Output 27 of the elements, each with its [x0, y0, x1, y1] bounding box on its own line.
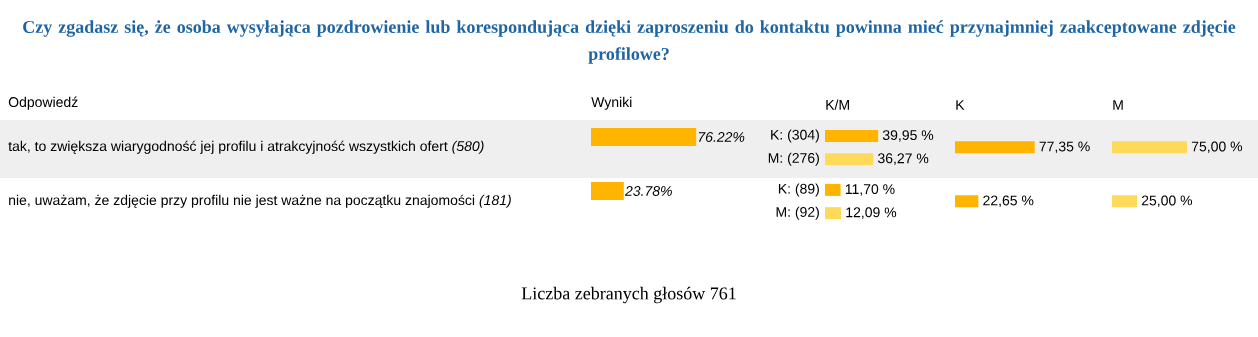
data-label: 11,70 %	[845, 184, 895, 196]
data-label: 77,35 %	[1039, 141, 1090, 154]
x-axis-title: Wyniki	[591, 96, 632, 110]
bar	[825, 153, 874, 166]
x-axis-title: M	[1113, 100, 1123, 110]
text: K: (304)	[771, 129, 819, 143]
bar	[825, 207, 842, 220]
data-label: 25,00 %	[1141, 195, 1193, 208]
data-label: 75,00 %	[1191, 141, 1243, 154]
text: K: (89)	[778, 183, 819, 197]
bar	[825, 183, 841, 196]
y-tick-label: nie, uważam, że zdjęcie przy profilu nie jest ważne na początku znajomości (181)	[9, 194, 511, 208]
text: Liczba zebranych głosów 761	[521, 286, 736, 304]
data-label: 36,27 %	[877, 153, 929, 165]
data-label: 22,65 %	[983, 195, 1034, 208]
x-axis-title: K/M	[826, 99, 849, 110]
y-tick-label: tak, to zwiększa wiarygodność jej profilu i atrakcyjność wszystkich ofert (580)	[8, 140, 484, 154]
chart-title: Czy zgadasz się, że osoba wysyłająca pozdrowienie lub korespondująca dzięki zaproszeniu do kontaktu powinna mieć przynajmniej zaakceptowane zdjęcie profilowe?	[23, 20, 1236, 64]
bar	[825, 129, 879, 142]
data-label: 23.78%	[624, 186, 672, 196]
text: M: (276)	[768, 152, 819, 166]
y-axis-title: Odpowiedź	[8, 96, 78, 110]
data-label: 76.22%	[698, 132, 745, 142]
text: M: (92)	[776, 206, 819, 220]
data-label: 12,09 %	[846, 207, 897, 219]
x-axis-title: K	[956, 100, 965, 110]
data-label: 39,95 %	[882, 130, 934, 142]
